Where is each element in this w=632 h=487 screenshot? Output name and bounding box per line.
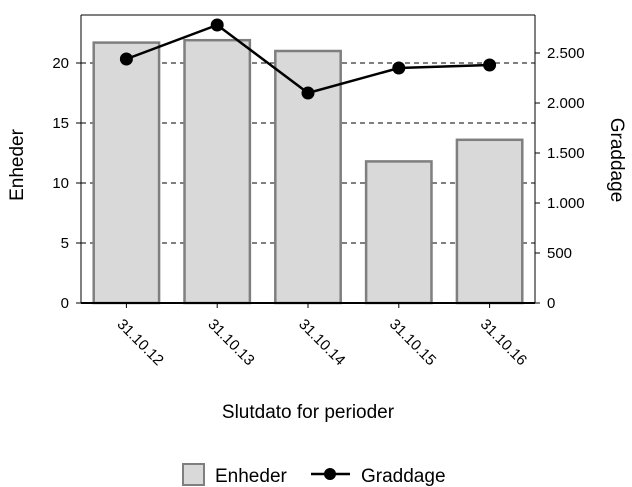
y-axis-left-ticks: 0 5 10 15 20 <box>52 55 81 312</box>
y-axis-right-title: Graddage <box>606 118 627 203</box>
graddage-point-31.10.16 <box>483 58 497 72</box>
bar-31.10.12 <box>92 41 161 305</box>
x-axis-ticks: 31.10.12 31.10.13 31.10.14 31.10.15 31.10.16 <box>114 303 530 369</box>
y-left-tick-label-0: 0 <box>61 295 69 312</box>
x-tick-label-31.10.15: 31.10.15 <box>386 316 439 369</box>
y-right-tick-label-2.000: 2.000 <box>547 95 585 112</box>
y-right-tick-label-1.500: 1.500 <box>547 145 585 162</box>
y-left-tick-label-10: 10 <box>52 175 69 192</box>
bar-31.10.15 <box>364 160 433 305</box>
y-left-tick-label-5: 5 <box>61 235 69 252</box>
y-right-tick-label-0: 0 <box>547 295 555 312</box>
y-right-tick-label-500: 500 <box>547 245 572 262</box>
bar-31.10.16 <box>455 138 524 305</box>
legend-swatch-enheder <box>182 463 205 486</box>
y-left-tick-label-15: 15 <box>52 115 69 132</box>
x-axis-title: Slutdato for perioder <box>222 402 395 423</box>
legend: Enheder Graddage <box>182 463 446 487</box>
x-tick-label-31.10.12: 31.10.12 <box>114 316 167 369</box>
x-tick-label-31.10.16: 31.10.16 <box>477 316 530 369</box>
bar-series <box>92 38 524 305</box>
legend-label-enheder: Enheder <box>215 466 288 487</box>
legend-label-graddage: Graddage <box>361 466 446 487</box>
y-right-tick-label-2.500: 2.500 <box>547 45 585 62</box>
line-series <box>119 18 497 100</box>
legend-swatch-graddage-marker <box>324 468 336 480</box>
y-axis-right-ticks: 0 500 1.000 1.500 2.000 2.500 <box>535 45 585 312</box>
graddage-point-31.10.13 <box>210 18 224 32</box>
graddage-point-31.10.12 <box>119 52 133 66</box>
bar-31.10.13 <box>183 38 252 305</box>
y-left-tick-label-20: 20 <box>52 55 69 72</box>
graddage-point-31.10.14 <box>301 86 315 100</box>
graddage-point-31.10.15 <box>392 61 406 75</box>
y-axis-left-title: Enheder <box>7 128 28 201</box>
y-right-tick-label-1.000: 1.000 <box>547 195 585 212</box>
x-tick-label-31.10.13: 31.10.13 <box>204 316 257 369</box>
x-tick-label-31.10.14: 31.10.14 <box>295 316 348 369</box>
